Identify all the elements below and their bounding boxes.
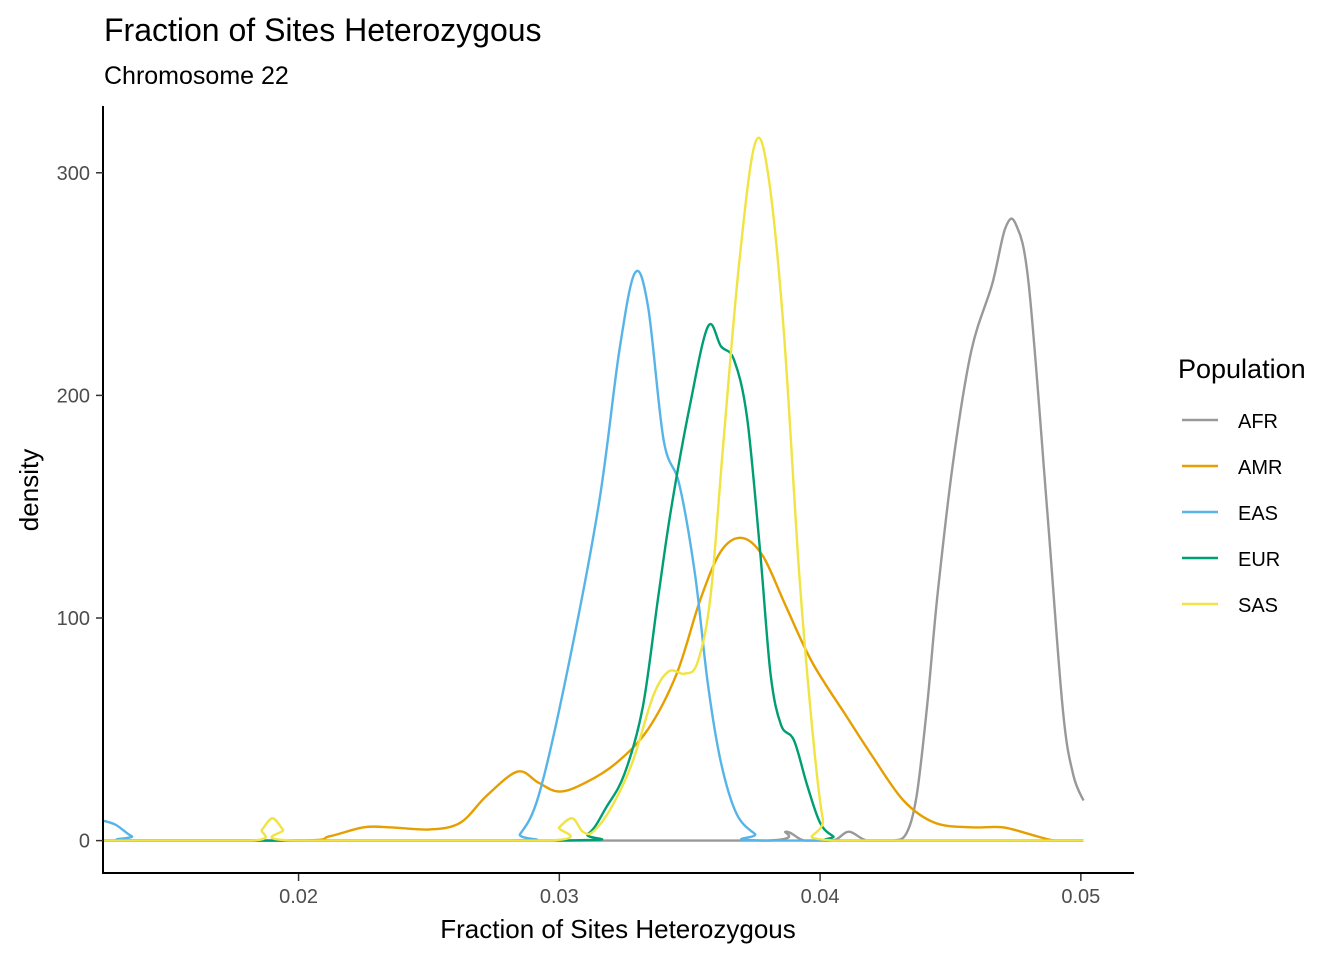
y-tick-label: 300 [57, 163, 90, 185]
legend-label-eur: EUR [1238, 549, 1280, 571]
legend-label-amr: AMR [1238, 457, 1282, 479]
x-tick-label: 0.05 [1061, 886, 1100, 908]
series-line-amr [103, 536, 1084, 842]
legend: Population AFR AMR EAS EUR SAS [1178, 354, 1306, 617]
chart-subtitle: Chromosome 22 [104, 62, 289, 90]
x-axis-ticks: 0.02 0.03 0.04 0.05 [279, 874, 1100, 908]
y-axis-ticks: 0 100 200 300 [57, 163, 103, 853]
x-tick-label: 0.02 [279, 886, 318, 908]
y-tick-label: 200 [57, 385, 90, 407]
y-tick-label: 100 [57, 608, 90, 630]
y-axis-title: density [14, 449, 44, 531]
x-axis-title: Fraction of Sites Heterozygous [440, 914, 796, 944]
plot-area [102, 136, 1085, 842]
y-tick-label: 0 [79, 831, 90, 853]
x-tick-label: 0.04 [801, 886, 840, 908]
series-line-eur [103, 322, 1084, 842]
x-tick-label: 0.03 [540, 886, 579, 908]
series-line-afr [103, 217, 1085, 842]
legend-title: Population [1178, 354, 1306, 384]
legend-label-afr: AFR [1238, 411, 1278, 433]
series-line-sas [103, 136, 1084, 842]
chart-title: Fraction of Sites Heterozygous [104, 12, 542, 48]
legend-label-sas: SAS [1238, 595, 1278, 617]
series-line-eas [102, 269, 1084, 842]
legend-label-eas: EAS [1238, 503, 1278, 525]
